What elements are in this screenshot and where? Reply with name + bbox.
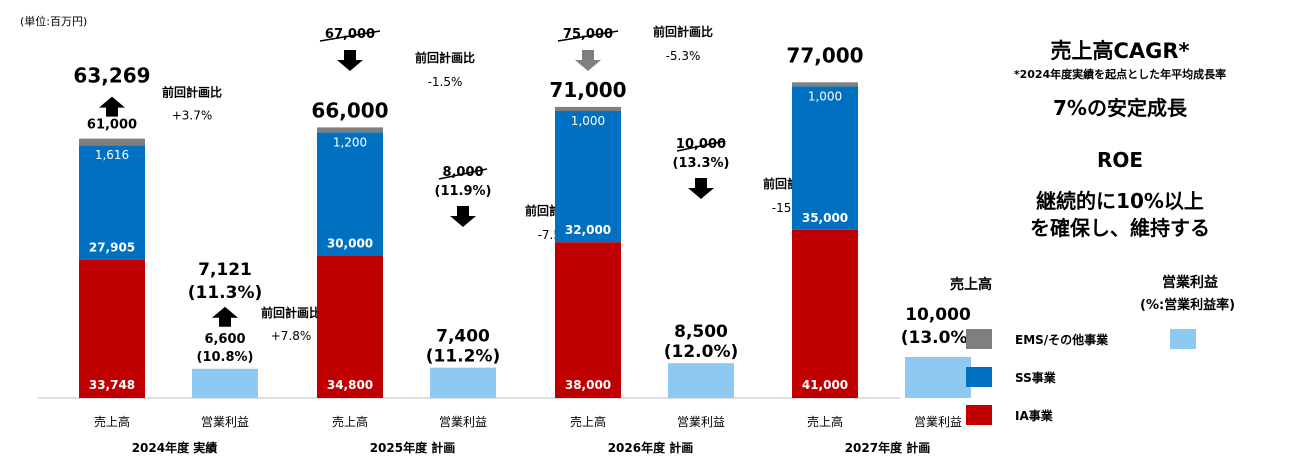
unit-label: (単位:百万円): [20, 15, 88, 28]
label-ems-0: 1,616: [95, 148, 129, 162]
label-ss-0: 27,905: [89, 241, 135, 255]
sales-arrow-0: [99, 96, 125, 117]
sales-prev-1: 67,000: [325, 27, 375, 42]
bar-ia-2: [555, 242, 621, 398]
bar-ss-0: [79, 145, 145, 260]
legend-label-ems: EMS/その他事業: [1015, 333, 1109, 347]
bar-ems-2: [555, 106, 621, 111]
xlabel-sales-0: 売上高: [94, 414, 130, 429]
sales-prev-strike-2: [557, 30, 619, 42]
op-prev-pct-2: (13.3%): [673, 156, 730, 171]
sales-total-3: 77,000: [786, 43, 863, 67]
op-arrow-2: [688, 178, 714, 199]
label-ia-2: 38,000: [565, 378, 611, 392]
label-ia-1: 34,800: [327, 378, 373, 392]
roe-line2: を確保し、維持する: [1030, 216, 1210, 240]
op-pct-0: (11.3%): [188, 283, 263, 303]
sales-cmp-title-1: 前回計画比: [415, 50, 475, 65]
xlabel-sales-3: 売上高: [807, 414, 843, 429]
op-prev-pct-1: (11.9%): [435, 184, 492, 199]
op-prev-strike-1: [438, 168, 488, 180]
group-label-3: 2027年度 計画: [845, 440, 931, 455]
group-label-2: 2026年度 計画: [608, 440, 694, 455]
op-cmp-value-0: +7.8%: [271, 329, 312, 343]
label-ems-2: 1,000: [571, 114, 605, 128]
bar-ems-3: [792, 82, 858, 87]
cagr-value: 7%の安定成長: [1053, 96, 1187, 120]
bar-op-1: [430, 367, 496, 398]
roe-title: ROE: [1096, 148, 1144, 172]
label-ss-2: 32,000: [565, 223, 611, 237]
bar-op-3: [905, 357, 971, 398]
cagr-note: *2024年度実績を起点とした年平均成長率: [1013, 68, 1227, 81]
sales-total-1: 66,000: [311, 98, 388, 122]
sales-cmp-value-0: +3.7%: [172, 109, 213, 123]
op-label-1: 7,400: [436, 327, 490, 347]
op-pct-3: (13.0%): [901, 328, 976, 348]
xlabel-sales-2: 売上高: [570, 414, 606, 429]
label-ss-3: 35,000: [802, 211, 848, 225]
label-ia-3: 41,000: [802, 378, 848, 392]
op-arrow-1: [450, 206, 476, 227]
xlabel-op-3: 営業利益: [914, 415, 962, 429]
bar-ss-1: [317, 132, 383, 256]
group-label-0: 2024年度 実績: [132, 440, 218, 455]
sales-total-2: 71,000: [549, 78, 626, 102]
legend-label-ss: SS事業: [1015, 371, 1056, 385]
bar-ss-3: [792, 86, 858, 230]
bar-ems-0: [79, 138, 145, 146]
op-pct-1: (11.2%): [426, 347, 501, 367]
bar-ia-3: [792, 229, 858, 398]
op-pct-2: (12.0%): [664, 342, 739, 362]
op-prev-strike-2: [676, 140, 726, 152]
label-ems-1: 1,200: [333, 135, 367, 149]
xlabel-op-0: 営業利益: [201, 415, 249, 429]
sales-cmp-value-2: -5.3%: [666, 49, 701, 63]
group-label-1: 2025年度 計画: [370, 440, 456, 455]
legend-swatch-ss: [966, 367, 992, 387]
op-prev-0: 6,600: [204, 332, 245, 347]
label-ems-3: 1,000: [808, 89, 842, 103]
op-label-2: 8,500: [674, 322, 728, 342]
legend-swatch-ia: [966, 405, 992, 425]
legend-sales-title: 売上高: [950, 277, 992, 293]
legend-swatch-ems: [966, 329, 992, 349]
roe-line1: 継続的に10%以上: [1036, 189, 1204, 213]
bar-op-2: [668, 363, 734, 398]
label-ss-1: 30,000: [327, 236, 373, 250]
legend-op-title: 営業利益: [1162, 275, 1218, 291]
legend-label-ia: IA事業: [1015, 409, 1053, 423]
op-label-3: 10,000: [905, 305, 971, 325]
legend-swatch-op: [1170, 329, 1196, 349]
label-ia-0: 33,748: [89, 378, 135, 392]
xlabel-op-2: 営業利益: [677, 415, 725, 429]
sales-cmp-title-0: 前回計画比: [162, 85, 222, 100]
xlabel-sales-1: 売上高: [332, 414, 368, 429]
op-arrow-0: [212, 306, 238, 327]
sales-prev-2: 75,000: [563, 27, 613, 42]
xlabel-op-1: 営業利益: [439, 415, 487, 429]
bar-ems-1: [317, 127, 383, 133]
bar-ss-2: [555, 111, 621, 243]
sales-arrow-1: [337, 50, 363, 71]
sales-prev-strike-1: [319, 30, 381, 42]
op-prev-pct-0: (10.8%): [197, 350, 254, 365]
sales-prev-0: 61,000: [87, 118, 137, 133]
op-cmp-title-0: 前回計画比: [261, 305, 321, 320]
cagr-title: 売上高CAGR*: [1050, 39, 1190, 63]
bar-ia-0: [79, 259, 145, 398]
bar-ia-1: [317, 255, 383, 398]
sales-cmp-title-2: 前回計画比: [653, 24, 713, 39]
legend-op-subtitle: (%:営業利益率): [1140, 298, 1236, 313]
bar-op-0: [192, 368, 258, 398]
sales-arrow-2: [575, 50, 601, 71]
sales-cmp-value-1: -1.5%: [428, 75, 463, 89]
sales-total-0: 63,269: [73, 64, 150, 88]
op-label-0: 7,121: [198, 260, 252, 280]
